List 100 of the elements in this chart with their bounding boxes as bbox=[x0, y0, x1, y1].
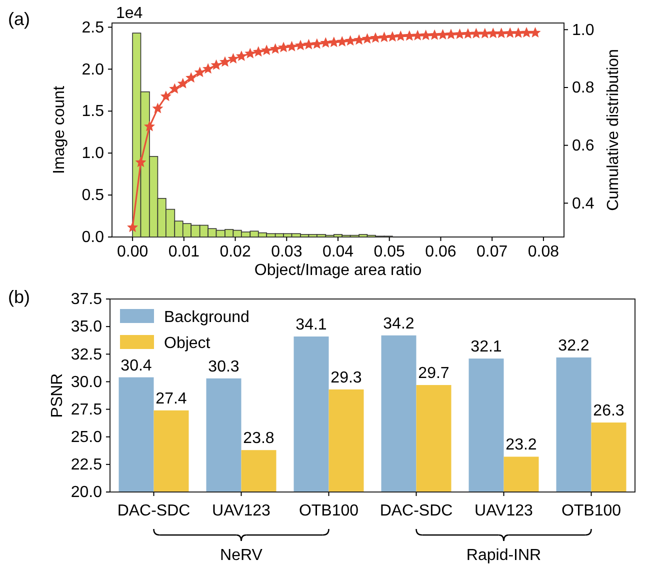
point bbox=[471, 28, 481, 38]
point bbox=[195, 67, 205, 77]
y-tick-label: 2.5 bbox=[82, 19, 104, 36]
point bbox=[522, 28, 532, 37]
point bbox=[186, 72, 196, 82]
data-label: 34.1 bbox=[296, 316, 327, 334]
x-tick-label: 0.04 bbox=[322, 243, 354, 260]
point bbox=[144, 122, 154, 131]
y-tick-label: 37.5 bbox=[70, 291, 102, 308]
data-label: 30.4 bbox=[120, 357, 152, 374]
x-tick-label: DAC-SDC bbox=[380, 502, 453, 520]
point bbox=[421, 30, 431, 40]
data-label: 30.3 bbox=[208, 358, 240, 376]
point bbox=[286, 42, 297, 51]
y-tick-label: 27.5 bbox=[70, 401, 102, 418]
point bbox=[514, 28, 524, 38]
x-tick-label: 0.03 bbox=[271, 243, 302, 260]
y-tick-label: 20.0 bbox=[70, 484, 102, 502]
data-label: 27.4 bbox=[156, 390, 187, 408]
y-axis-title: PSNR bbox=[49, 373, 66, 418]
point bbox=[296, 40, 306, 50]
data-label: 26.3 bbox=[593, 402, 624, 420]
y-tick-label: 0.5 bbox=[82, 187, 104, 204]
legend-label: Background bbox=[164, 309, 250, 326]
point bbox=[496, 28, 506, 38]
point bbox=[480, 28, 490, 38]
chart-title: (a) bbox=[8, 9, 30, 29]
point bbox=[329, 37, 339, 47]
point bbox=[396, 31, 406, 40]
y-tick-label: 32.5 bbox=[70, 346, 102, 364]
point bbox=[388, 32, 398, 42]
data-label: 23.8 bbox=[243, 430, 274, 448]
point bbox=[530, 28, 540, 37]
point bbox=[304, 40, 314, 49]
x-tick-label: 0.02 bbox=[220, 243, 251, 260]
y2-tick-label: 0.6 bbox=[572, 137, 594, 154]
y-tick-label: 2.0 bbox=[82, 61, 104, 78]
point bbox=[203, 64, 213, 74]
x-tick-label: 0.01 bbox=[168, 243, 200, 260]
point bbox=[245, 48, 255, 58]
point bbox=[178, 78, 188, 88]
data-label: 29.7 bbox=[418, 365, 450, 382]
y-tick-label: 25.0 bbox=[70, 428, 102, 446]
y2-tick-label: 1.0 bbox=[572, 22, 594, 39]
point bbox=[354, 35, 364, 44]
x-axis-title: Object/Image area ratio bbox=[254, 262, 422, 279]
y-axis-title: Image count bbox=[51, 85, 68, 174]
x-tick-label: 0.06 bbox=[425, 243, 456, 260]
x-tick-label: UAV123 bbox=[212, 502, 271, 520]
point bbox=[438, 30, 448, 39]
point bbox=[337, 36, 347, 46]
y-tick-label: 1.5 bbox=[82, 103, 104, 120]
point bbox=[228, 54, 238, 63]
point bbox=[236, 51, 246, 60]
x-tick-label: OTB100 bbox=[298, 502, 359, 520]
data-label: 34.2 bbox=[383, 315, 414, 332]
y2-tick-label: 0.8 bbox=[572, 80, 594, 97]
point bbox=[488, 28, 498, 38]
y2-axis-title: Cumulative distribution bbox=[605, 49, 622, 211]
x-tick-label: OTB100 bbox=[561, 502, 622, 520]
point bbox=[278, 42, 288, 52]
point bbox=[128, 222, 138, 232]
data-label: 32.1 bbox=[470, 338, 502, 356]
y-tick-label: 30.0 bbox=[70, 374, 102, 391]
point bbox=[362, 34, 372, 44]
point bbox=[211, 60, 222, 70]
point bbox=[220, 57, 230, 66]
data-label: 23.2 bbox=[506, 436, 537, 454]
point bbox=[379, 32, 390, 42]
point bbox=[170, 84, 180, 94]
point bbox=[430, 30, 440, 40]
y-tick-label: 0.0 bbox=[82, 229, 104, 246]
point bbox=[463, 28, 473, 38]
y-tick-label: 35.0 bbox=[70, 318, 102, 336]
point bbox=[404, 31, 414, 40]
text: NeRV bbox=[220, 547, 263, 564]
y-tick-label: 22.5 bbox=[70, 456, 102, 474]
point bbox=[320, 38, 330, 48]
x-tick-label: 0.07 bbox=[476, 243, 508, 260]
chart-title: (b) bbox=[8, 287, 30, 307]
point bbox=[412, 30, 422, 40]
x-tick-label: DAC-SDC bbox=[117, 502, 190, 520]
point bbox=[346, 36, 356, 46]
y-tick-label: 1.0 bbox=[82, 145, 104, 162]
point bbox=[446, 30, 456, 39]
point bbox=[370, 33, 380, 42]
point bbox=[270, 44, 280, 54]
data-label: 29.3 bbox=[330, 369, 362, 386]
point bbox=[152, 104, 162, 113]
x-tick-label: 0.05 bbox=[374, 243, 406, 260]
y2-tick-label: 0.4 bbox=[572, 195, 594, 212]
point bbox=[136, 157, 146, 167]
point bbox=[454, 29, 465, 38]
point bbox=[254, 46, 264, 56]
point bbox=[312, 39, 322, 48]
x-tick-label: 0.00 bbox=[116, 243, 148, 260]
legend-label: Object bbox=[164, 335, 211, 352]
point bbox=[161, 91, 171, 101]
point bbox=[262, 45, 272, 55]
point bbox=[505, 28, 515, 38]
